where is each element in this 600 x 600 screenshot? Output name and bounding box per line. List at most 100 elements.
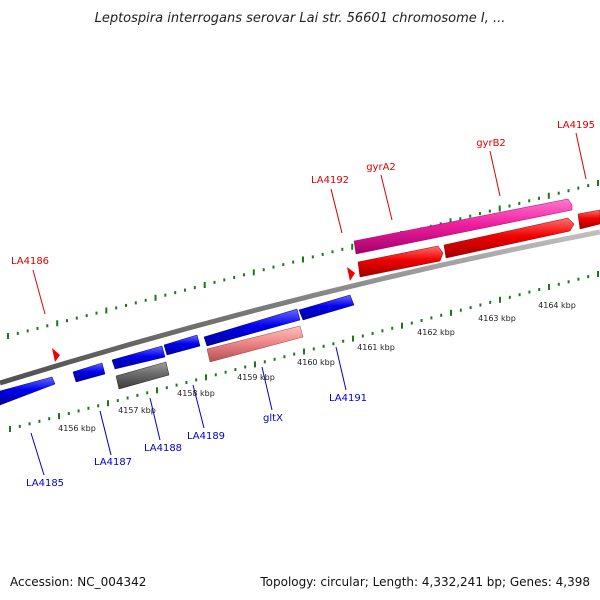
gene-LA4187[interactable] — [72, 362, 106, 383]
gene-LA4186[interactable] — [52, 348, 60, 362]
major-tick — [401, 322, 403, 329]
minor-tick — [479, 303, 482, 307]
kbp-label: 4156 kbp — [58, 424, 96, 433]
minor-tick — [538, 196, 540, 200]
label-LA4195[interactable]: LA4195 — [557, 120, 595, 131]
gene-LA4195[interactable] — [577, 209, 600, 230]
minor-tick — [430, 316, 433, 320]
chromosome-backbone — [0, 229, 600, 386]
minor-tick — [213, 280, 216, 284]
minor-tick — [125, 303, 127, 307]
label-gyrB2[interactable]: gyrB2 — [476, 138, 506, 149]
label-LA4187[interactable]: LA4187 — [94, 457, 132, 468]
gene-LA4190[interactable] — [203, 308, 301, 347]
minor-tick — [283, 355, 286, 359]
minor-tick — [293, 352, 296, 356]
gene-LA4188-forward-part[interactable] — [111, 345, 166, 370]
minor-tick — [234, 368, 237, 372]
minor-tick — [38, 419, 41, 423]
major-tick — [58, 413, 60, 420]
gene-gltX[interactable] — [206, 325, 304, 363]
minor-tick — [46, 324, 49, 328]
minor-tick — [184, 288, 186, 292]
minor-tick — [410, 321, 413, 325]
label-gyrA2[interactable]: gyrA2 — [366, 162, 396, 173]
gene-LA4191[interactable] — [298, 294, 355, 321]
kbp-label: 4157 kbp — [118, 406, 156, 415]
minor-tick — [469, 306, 472, 310]
major-tick — [547, 192, 550, 199]
major-tick — [105, 307, 108, 314]
minor-tick — [312, 347, 315, 351]
minor-tick — [193, 286, 196, 290]
major-tick — [302, 256, 304, 263]
major-tick — [9, 426, 11, 432]
minor-tick — [16, 331, 19, 335]
major-tick — [205, 374, 207, 381]
major-tick — [254, 361, 256, 368]
minor-tick — [66, 319, 68, 323]
leader-gltX — [261, 366, 273, 411]
gene-LA4189[interactable] — [163, 334, 201, 356]
map-title: Leptospira interrogans serovar Lai str. … — [95, 11, 506, 26]
minor-tick — [243, 273, 245, 277]
minor-tick — [577, 186, 580, 190]
gene-LA4185[interactable] — [0, 376, 56, 406]
minor-tick — [557, 191, 560, 195]
minor-tick — [488, 209, 491, 213]
minor-tick — [440, 313, 443, 317]
minor-tick — [67, 412, 70, 415]
kbp-label: 4160 kbp — [297, 358, 335, 367]
minor-tick — [459, 217, 462, 221]
leader-gyrA2 — [380, 174, 393, 221]
label-LA4192[interactable]: LA4192 — [311, 175, 349, 186]
leader-LA4191 — [335, 346, 347, 391]
major-tick — [352, 335, 354, 342]
minor-tick — [479, 212, 481, 216]
minor-tick — [18, 424, 21, 428]
minor-tick — [538, 288, 541, 291]
minor-tick — [518, 293, 521, 297]
kbp-label: 4162 kbp — [417, 328, 455, 337]
minor-tick — [587, 184, 590, 188]
label-gltX[interactable]: gltX — [263, 413, 283, 424]
label-LA4189[interactable]: LA4189 — [187, 431, 225, 442]
minor-tick — [195, 378, 198, 382]
minor-tick — [48, 417, 51, 421]
major-tick — [597, 271, 599, 277]
minor-tick — [164, 293, 167, 297]
leader-LA4185 — [30, 432, 45, 476]
minor-tick — [97, 404, 100, 408]
gene-gyrA2[interactable] — [353, 198, 573, 255]
minor-tick — [311, 255, 314, 259]
gene-gyrB2[interactable] — [443, 217, 575, 259]
minor-tick — [262, 268, 265, 272]
minor-tick — [342, 339, 345, 343]
label-LA4188[interactable]: LA4188 — [144, 443, 182, 454]
minor-tick — [528, 290, 531, 294]
minor-tick — [36, 326, 39, 330]
minor-tick — [361, 334, 364, 338]
major-tick — [450, 309, 452, 316]
minor-tick — [244, 365, 247, 369]
major-tick — [548, 283, 550, 290]
minor-tick — [263, 360, 266, 364]
minor-tick — [115, 306, 118, 310]
minor-tick — [371, 331, 374, 335]
minor-tick — [331, 250, 334, 254]
minor-tick — [185, 381, 188, 384]
gene-LA4192[interactable] — [357, 245, 444, 278]
minor-tick — [321, 252, 324, 256]
minor-tick — [26, 329, 29, 333]
label-LA4186[interactable]: LA4186 — [11, 256, 49, 267]
gene-LA4188[interactable] — [115, 361, 170, 390]
minor-tick — [381, 329, 384, 333]
minor-tick — [557, 282, 560, 286]
minor-tick — [134, 301, 137, 305]
label-LA4191[interactable]: LA4191 — [329, 393, 367, 404]
minor-tick — [518, 201, 521, 205]
gene-small-forward-1[interactable] — [347, 267, 355, 281]
major-tick — [351, 243, 354, 250]
major-tick — [7, 333, 9, 339]
label-LA4185[interactable]: LA4185 — [26, 478, 64, 489]
